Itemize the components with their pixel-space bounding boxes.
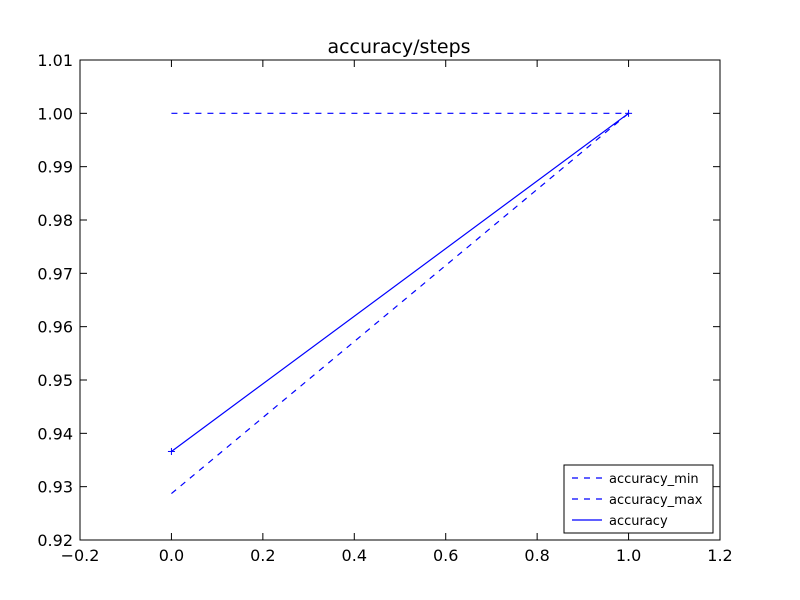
data-point-accuracy <box>625 109 633 117</box>
legend: accuracy_min accuracy_max accuracy <box>563 464 714 534</box>
series-layer <box>167 109 633 495</box>
legend-label-accuracy: accuracy <box>609 514 668 529</box>
series-line-accuracy_min <box>171 112 629 495</box>
y-tick-label: 0.98 <box>37 211 73 230</box>
y-tick-label: 1.01 <box>37 51 73 70</box>
y-tick-label: 1.00 <box>37 104 73 123</box>
x-tick-label: 0.4 <box>342 546 367 565</box>
y-tick-label: 0.99 <box>37 158 73 177</box>
series-line-accuracy <box>171 112 629 452</box>
x-tick-label: 0.8 <box>524 546 549 565</box>
x-tick-label: 0.6 <box>433 546 458 565</box>
y-tick-label: 0.92 <box>37 531 73 550</box>
x-tick-label: 1.2 <box>707 546 732 565</box>
x-tick-label: 1.0 <box>616 546 641 565</box>
y-tick-label: 0.93 <box>37 478 73 497</box>
ticks-layer: −0.2 0.0 0.2 0.4 0.6 0.8 1.0 1.2 0.92 0.93 0.94 0.9… <box>37 51 732 565</box>
data-point-accuracy <box>167 447 175 455</box>
y-tick-label: 0.96 <box>37 318 73 337</box>
chart-title: accuracy/steps <box>327 36 470 58</box>
x-tick-label: 0.0 <box>159 546 184 565</box>
y-tick-label: 0.97 <box>37 264 73 283</box>
legend-label-accuracy_min: accuracy_min <box>609 472 699 487</box>
y-tick-label: 0.95 <box>37 371 73 390</box>
x-tick-label: 0.2 <box>250 546 275 565</box>
legend-label-accuracy_max: accuracy_max <box>609 493 703 508</box>
x-tick-label: −0.2 <box>61 546 100 565</box>
plot-area-frame <box>79 59 721 541</box>
y-tick-label: 0.94 <box>37 424 73 443</box>
